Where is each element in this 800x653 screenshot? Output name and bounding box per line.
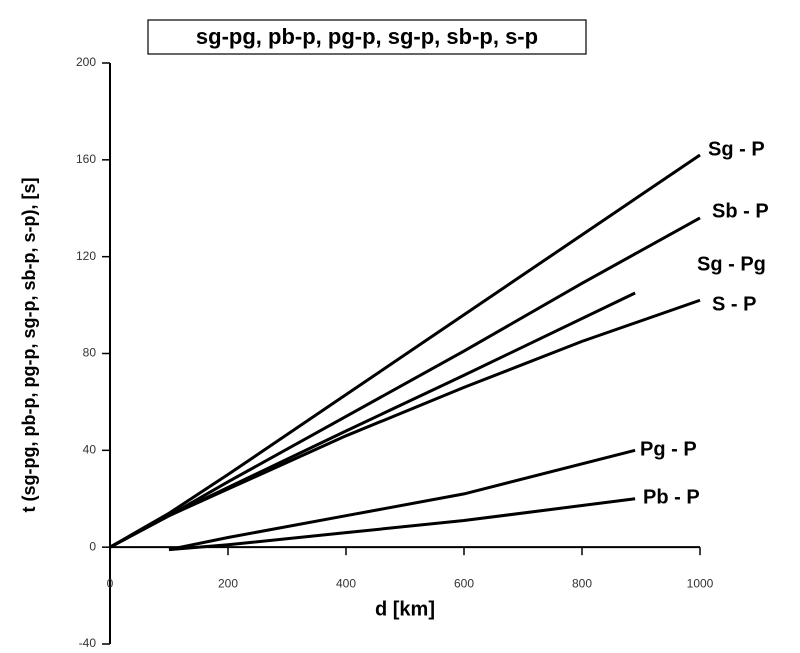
y-axis-label: t (sg-pg, pb-p, pg-p, sg-p, sb-p, s-p), … (19, 178, 39, 513)
series-label: S - P (712, 293, 756, 315)
x-tick-label: 200 (218, 576, 238, 590)
y-tick-label: 0 (89, 539, 96, 553)
x-tick-label: 1000 (687, 576, 714, 590)
series-line (168, 497, 636, 552)
x-tick-label: 600 (454, 576, 474, 590)
y-tick-label: 160 (76, 152, 96, 166)
x-tick-label: 800 (572, 576, 592, 590)
y-tick-label: 120 (76, 249, 96, 263)
series-line (109, 153, 701, 549)
series-label: Sg - Pg (697, 253, 766, 275)
y-tick-label: -40 (79, 636, 97, 650)
series-line (168, 448, 636, 552)
x-tick-label: 400 (336, 576, 356, 590)
x-tick-label: 0 (107, 576, 114, 590)
series-label: Sb - P (712, 200, 769, 222)
title-box (147, 19, 587, 55)
series-line (109, 216, 701, 549)
x-axis-label: d [km] (375, 598, 435, 620)
series-label: Pb - P (643, 486, 700, 508)
y-tick-label: 80 (83, 346, 97, 360)
series-line (109, 298, 701, 549)
y-tick-label: 200 (76, 55, 96, 69)
series-label: Pg - P (640, 438, 697, 460)
series-label: Sg - P (708, 138, 765, 160)
chart-title: sg-pg, pb-p, pg-p, sg-p, sb-p, s-p (196, 24, 538, 49)
y-tick-label: 40 (83, 443, 97, 457)
